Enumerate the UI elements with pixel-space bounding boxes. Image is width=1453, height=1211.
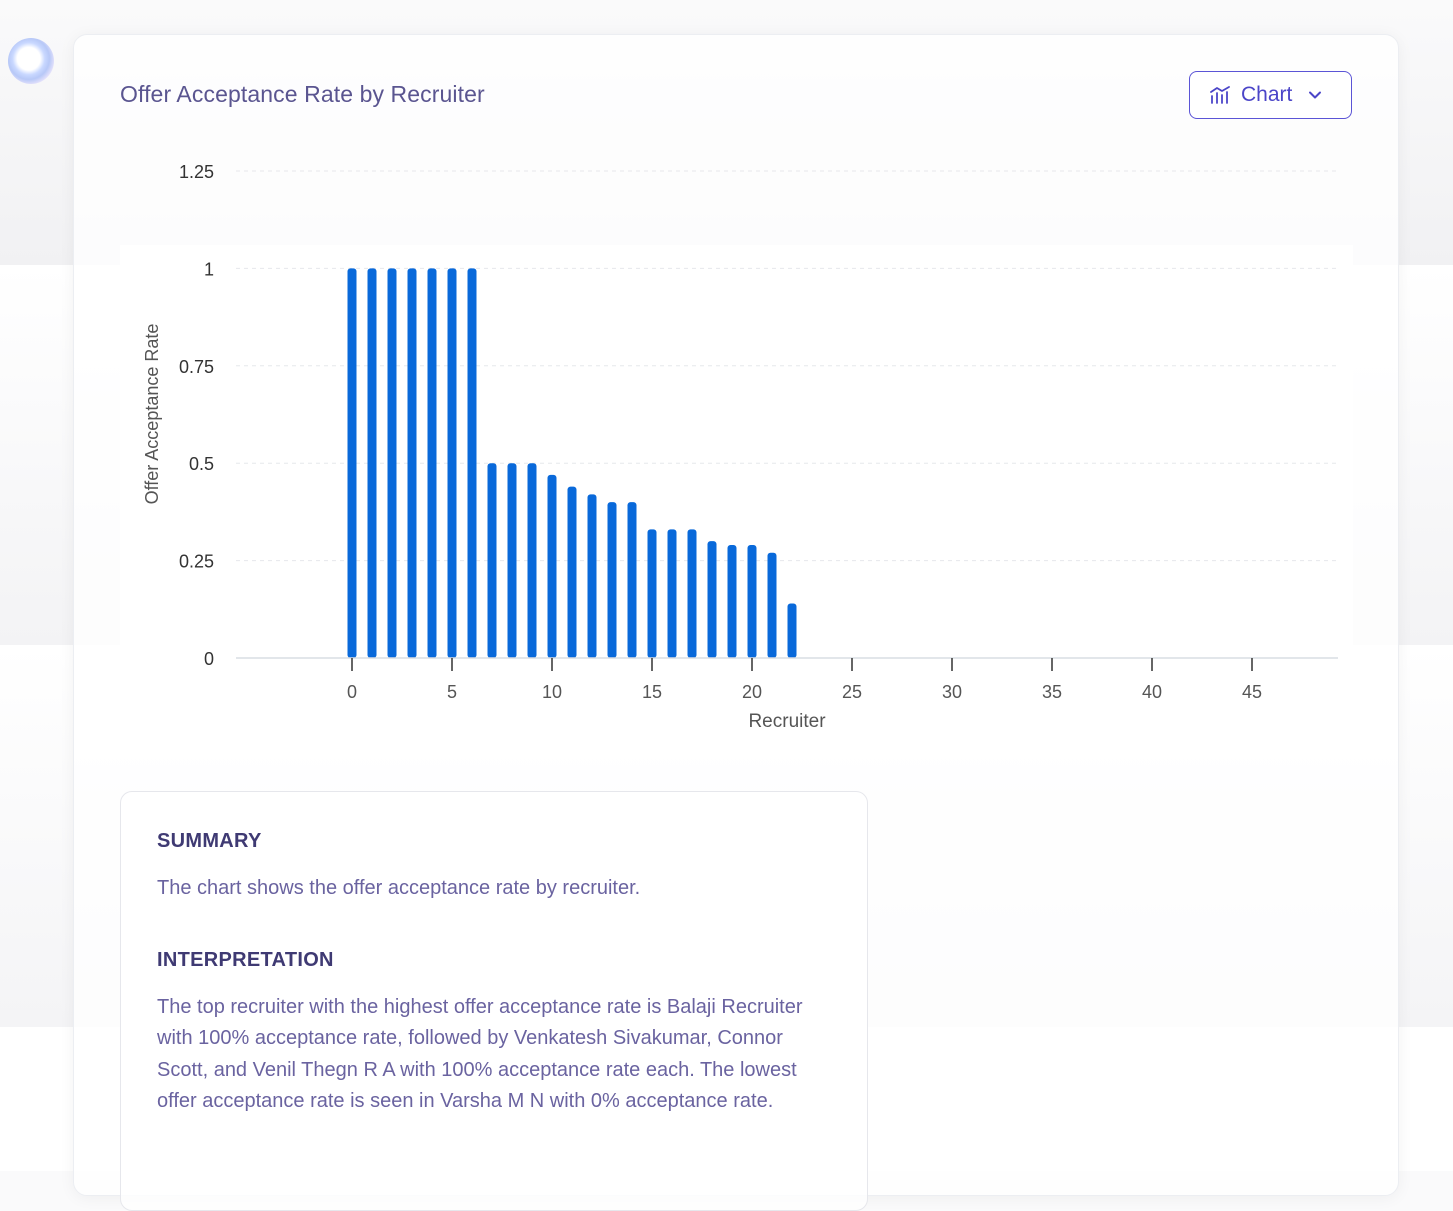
chevron-down-icon [1308, 90, 1322, 100]
bar [427, 268, 437, 658]
bar [727, 545, 737, 658]
bar [667, 529, 677, 658]
bar [407, 268, 417, 658]
chart-card: Offer Acceptance Rate by Recruiter Chart… [73, 34, 1399, 1211]
y-tick-label: 0.25 [179, 552, 214, 572]
bar [507, 463, 517, 658]
y-tick-label: 1 [204, 259, 214, 279]
bar [587, 494, 597, 658]
bar [387, 268, 397, 658]
bar [367, 268, 377, 658]
bar [767, 552, 777, 658]
x-tick-label: 45 [1242, 682, 1262, 702]
x-tick-label: 0 [347, 682, 357, 702]
bar [747, 545, 757, 658]
y-tick-label: 0.5 [189, 454, 214, 474]
x-tick-label: 5 [447, 682, 457, 702]
x-tick-label: 20 [742, 682, 762, 702]
summary-heading: SUMMARY [157, 830, 262, 852]
bar [527, 463, 537, 658]
y-tick-label: 1.25 [179, 162, 214, 182]
x-axis-title: Recruiter [748, 711, 826, 732]
bar [627, 502, 637, 658]
x-tick-label: 10 [542, 682, 562, 702]
bar [467, 268, 477, 658]
interpretation-heading: INTERPRETATION [157, 948, 334, 971]
chart-card-title: Offer Acceptance Rate by Recruiter [120, 81, 485, 107]
x-tick-label: 40 [1142, 682, 1162, 702]
x-tick-label: 25 [842, 682, 862, 702]
y-tick-label: 0.75 [179, 357, 214, 377]
y-tick-label: 0 [204, 649, 214, 669]
view-toggle-label: Chart [1241, 83, 1293, 106]
bar-chart: 0 0.25 0.5 0.75 1 1.25 0 5 10 15 20 25 30 35 40 45 Recru… [142, 162, 1338, 732]
bar [567, 486, 577, 658]
bar [347, 268, 357, 658]
bar [487, 463, 497, 658]
x-tick-label: 35 [1042, 682, 1062, 702]
interpretation-text: The top recruiter with the highest offer… [157, 995, 803, 1113]
y-axis-title: Offer Acceptance Rate [142, 324, 162, 505]
summary-text: The chart shows the offer acceptance rat… [157, 877, 641, 899]
insights-panel: SUMMARY The chart shows the offer accept… [120, 791, 868, 1211]
view-toggle-button[interactable]: Chart [1189, 71, 1352, 119]
bar [447, 268, 457, 658]
chart-icon [1209, 85, 1231, 105]
bar [607, 502, 617, 658]
bar [787, 603, 797, 658]
assistant-orb-icon[interactable] [8, 38, 54, 84]
bar [707, 541, 717, 658]
x-tick-label: 30 [942, 682, 962, 702]
bar [687, 529, 697, 658]
bar [547, 474, 557, 658]
bar [647, 529, 657, 658]
x-tick-label: 15 [642, 682, 662, 702]
